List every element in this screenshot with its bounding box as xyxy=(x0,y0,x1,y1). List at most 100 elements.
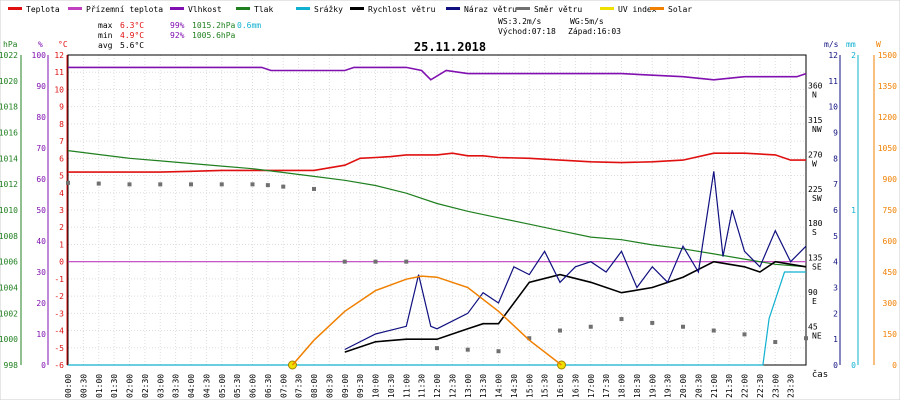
wind-dir-degree-label: 225 xyxy=(808,185,823,194)
temperature-tick-label: 10 xyxy=(54,85,64,94)
x-tick-label: 11:00 xyxy=(402,374,411,398)
x-tick-label: 15:30 xyxy=(541,374,550,398)
pressure-axis-unit: hPa xyxy=(3,40,18,49)
x-tick-label: 06:00 xyxy=(249,374,258,398)
humidity-tick-label: 90 xyxy=(36,82,46,91)
legend-label: Tlak xyxy=(254,5,273,14)
wind-direction-point xyxy=(373,259,378,264)
humidity-line xyxy=(68,66,807,81)
legend-swatch xyxy=(8,7,22,10)
wind-direction-point xyxy=(265,183,270,188)
x-axis-label: čas xyxy=(812,369,828,380)
rain-axis-unit: mm xyxy=(846,40,856,49)
temperature-tick-label: 2 xyxy=(59,223,64,232)
pressure-tick-label: 1016 xyxy=(0,129,18,138)
solar-tick-label: 1500 xyxy=(878,51,897,60)
temperature-tick-label: 1 xyxy=(59,240,64,249)
x-tick-label: 22:00 xyxy=(741,374,750,398)
legend-label: Směr větru xyxy=(534,5,582,14)
temperature-tick-label: 5 xyxy=(59,172,64,181)
x-tick-label: 19:30 xyxy=(664,374,673,398)
wind-direction-point xyxy=(465,347,470,352)
x-tick-label: 14:30 xyxy=(510,374,519,398)
wind-speed-tick-label: 10 xyxy=(828,103,838,112)
x-tick-label: 02:30 xyxy=(141,374,150,398)
temperature-axis-unit: °C xyxy=(58,40,68,49)
solar-tick-label: 1350 xyxy=(878,82,897,91)
x-tick-label: 05:30 xyxy=(233,374,242,398)
x-tick-label: 10:00 xyxy=(372,374,381,398)
legend-swatch xyxy=(650,7,664,10)
x-tick-label: 08:00 xyxy=(310,374,319,398)
wind-direction-point xyxy=(711,328,716,333)
temperature-tick-label: 6 xyxy=(59,154,64,163)
x-tick-label: 06:30 xyxy=(264,374,273,398)
wind-direction-point xyxy=(496,349,501,354)
humidity-tick-label: 20 xyxy=(36,299,46,308)
humidity-axis-unit: % xyxy=(38,40,43,49)
wind-speed-tick-label: 5 xyxy=(833,232,838,241)
legend-label: Teplota xyxy=(26,5,60,14)
wind-speed-tick-label: 11 xyxy=(828,77,838,86)
legend-swatch xyxy=(170,7,184,10)
x-tick-label: 09:00 xyxy=(341,374,350,398)
stat-humidity: 92% xyxy=(170,31,185,40)
legend-swatch xyxy=(350,7,364,10)
pressure-tick-label: 1022 xyxy=(0,51,18,60)
wind-direction-point xyxy=(219,182,224,187)
temperature-tick-label: -5 xyxy=(54,344,64,353)
legend-swatch xyxy=(296,7,310,10)
wind-dir-compass-label: NE xyxy=(812,332,822,341)
wind-direction-point xyxy=(127,182,132,187)
x-tick-label: 00:00 xyxy=(64,374,73,398)
wind-speed-tick-label: 2 xyxy=(833,309,838,318)
temperature-tick-label: -6 xyxy=(54,361,64,370)
x-tick-label: 07:30 xyxy=(295,374,304,398)
wind-direction-point xyxy=(681,324,685,329)
x-tick-label: 11:30 xyxy=(418,374,427,398)
legend-swatch xyxy=(446,7,460,10)
x-tick-label: 17:30 xyxy=(602,374,611,398)
rain-tick-label: 2 xyxy=(851,51,856,60)
wind-direction-point xyxy=(342,259,347,264)
stat-sunrise: Východ:07:18 xyxy=(498,27,556,36)
wind-speed-tick-label: 4 xyxy=(833,258,838,267)
stat-wind-speed: WS:3.2m/s xyxy=(498,17,542,26)
wind-direction-point xyxy=(588,324,593,329)
stat-temp: 6.3°C xyxy=(120,21,144,30)
chart-title: 25.11.2018 xyxy=(414,40,486,54)
wind-direction-point xyxy=(558,328,562,333)
pressure-tick-label: 1018 xyxy=(0,103,18,112)
x-tick-label: 18:00 xyxy=(618,374,627,398)
x-tick-label: 04:30 xyxy=(202,374,211,398)
wind-speed-tick-label: 7 xyxy=(833,180,838,189)
pressure-tick-label: 1010 xyxy=(0,206,18,215)
wind-speed-tick-label: 9 xyxy=(833,129,838,138)
rain-tick-label: 1 xyxy=(851,206,856,215)
solar-tick-label: 750 xyxy=(883,206,898,215)
humidity-tick-label: 0 xyxy=(41,361,46,370)
x-tick-label: 20:30 xyxy=(694,374,703,398)
x-tick-label: 23:00 xyxy=(771,374,780,398)
solar-tick-label: 450 xyxy=(883,268,898,277)
stat-rain: 0.6mm xyxy=(237,21,261,30)
stat-sunset: Západ:16:03 xyxy=(568,27,621,36)
legend-swatch xyxy=(516,7,530,10)
wind-direction-point xyxy=(250,182,255,187)
x-tick-label: 21:00 xyxy=(710,374,719,398)
x-tick-label: 03:00 xyxy=(156,374,165,398)
x-tick-label: 09:30 xyxy=(356,374,365,398)
x-tick-label: 23:30 xyxy=(787,374,796,398)
temperature-tick-label: 11 xyxy=(54,68,64,77)
wind-direction-point xyxy=(96,181,101,186)
x-tick-label: 15:00 xyxy=(525,374,534,398)
wind-direction-point xyxy=(742,332,747,337)
stat-temp: 4.9°C xyxy=(120,31,144,40)
wind-dir-compass-label: S xyxy=(812,228,817,237)
wind-speed-tick-label: 8 xyxy=(833,154,838,163)
temperature-tick-label: -2 xyxy=(54,292,64,301)
wind-dir-compass-label: SW xyxy=(812,194,822,203)
pressure-tick-label: 998 xyxy=(4,361,19,370)
wind-direction-point xyxy=(281,184,286,189)
humidity-tick-label: 100 xyxy=(32,51,47,60)
